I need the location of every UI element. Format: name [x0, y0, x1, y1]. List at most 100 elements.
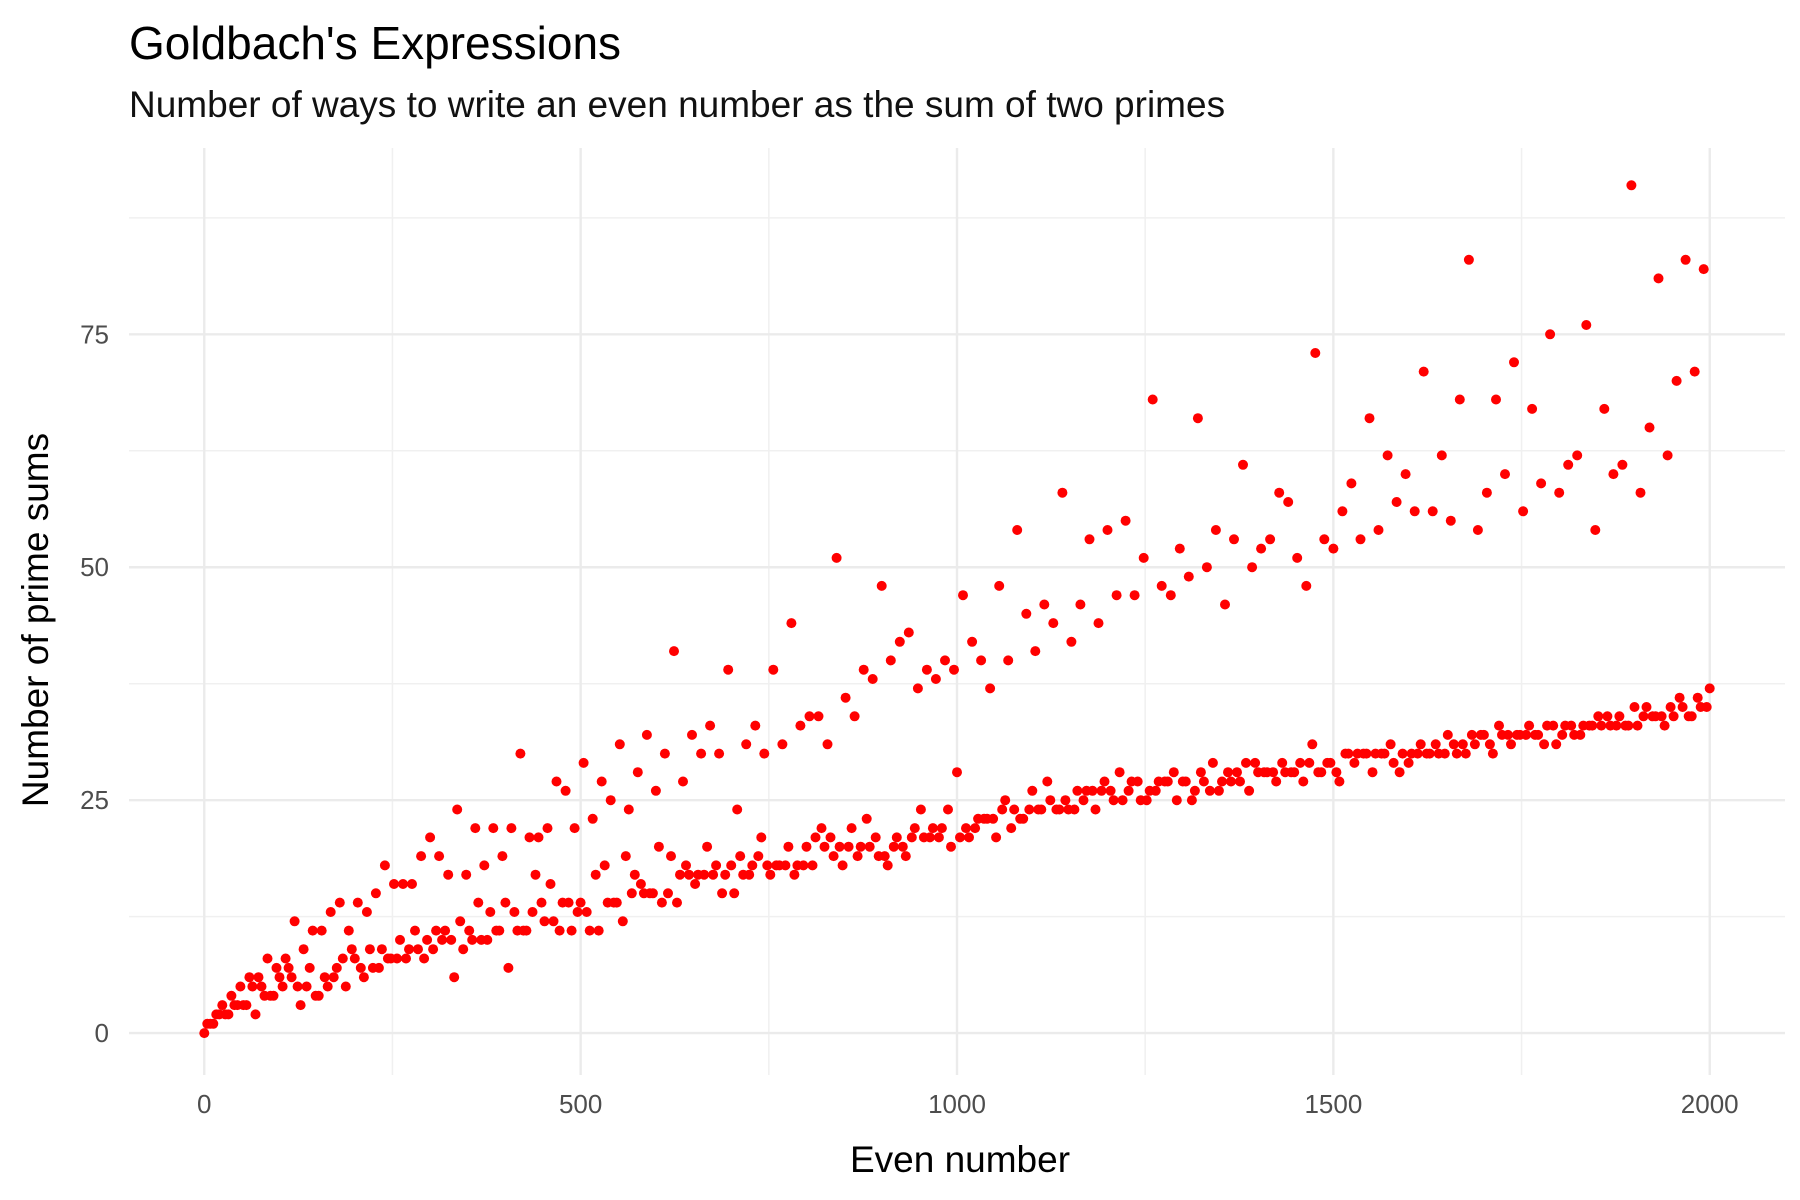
data-point — [840, 692, 851, 703]
data-point — [1349, 757, 1360, 768]
data-point — [425, 832, 436, 843]
data-point — [762, 860, 773, 871]
data-point — [458, 944, 469, 955]
data-point — [286, 972, 297, 983]
data-point — [726, 860, 737, 871]
data-point — [656, 897, 667, 908]
data-point — [632, 767, 643, 778]
data-point — [852, 851, 863, 862]
data-point — [1451, 748, 1462, 759]
data-point — [825, 832, 836, 843]
data-point — [410, 925, 420, 936]
data-point — [349, 953, 360, 964]
data-point — [1373, 525, 1384, 535]
data-point — [921, 664, 932, 675]
data-point — [494, 925, 505, 936]
data-point — [1484, 739, 1495, 750]
data-point — [488, 823, 499, 834]
data-point — [927, 823, 938, 834]
data-point — [1487, 748, 1498, 759]
data-point — [783, 841, 794, 852]
data-point — [455, 916, 466, 927]
data-point — [389, 879, 399, 889]
data-point — [1012, 525, 1023, 535]
data-point — [1093, 618, 1104, 629]
data-point — [1608, 469, 1619, 480]
data-point — [515, 748, 526, 759]
data-point — [473, 897, 484, 908]
data-point — [1316, 767, 1327, 778]
data-point — [611, 897, 622, 908]
data-point — [663, 888, 673, 899]
data-point — [1521, 729, 1532, 740]
data-point — [696, 748, 707, 759]
data-point — [1557, 729, 1568, 740]
data-point — [578, 757, 589, 768]
data-point — [1472, 525, 1483, 535]
data-point — [283, 962, 294, 973]
data-point — [888, 841, 899, 852]
data-point — [277, 981, 288, 992]
data-point — [1213, 785, 1224, 796]
data-point — [1331, 767, 1342, 778]
data-point — [1397, 748, 1408, 759]
data-point — [1156, 580, 1167, 591]
data-point — [376, 944, 387, 955]
data-point — [1009, 804, 1020, 815]
x-tick-label: 2000 — [1681, 1089, 1739, 1119]
data-point — [470, 823, 481, 834]
data-point — [395, 934, 405, 945]
data-point — [1295, 757, 1306, 768]
data-point — [392, 953, 402, 964]
data-point — [843, 841, 854, 852]
data-point — [924, 832, 935, 843]
data-point — [1256, 543, 1267, 554]
data-point — [1343, 748, 1354, 759]
data-point — [479, 860, 490, 871]
data-point — [717, 888, 728, 899]
data-point — [961, 823, 971, 834]
data-point — [635, 879, 646, 889]
data-point — [1611, 720, 1622, 731]
data-point — [1186, 795, 1197, 806]
data-point — [1539, 739, 1550, 750]
data-point — [1000, 795, 1011, 806]
data-point — [1171, 795, 1182, 806]
data-point — [723, 664, 734, 675]
data-point — [1003, 655, 1014, 666]
data-point — [1132, 776, 1143, 787]
data-point — [1298, 776, 1309, 787]
data-point — [681, 860, 691, 871]
data-point — [419, 953, 430, 964]
data-point — [641, 729, 652, 740]
data-point — [1204, 785, 1215, 796]
data-point — [1277, 757, 1288, 768]
data-point — [569, 823, 580, 834]
data-point — [443, 869, 454, 880]
data-point — [988, 813, 999, 824]
data-point — [756, 832, 767, 843]
data-point — [548, 916, 559, 927]
data-point — [1617, 459, 1628, 470]
data-point — [1478, 729, 1489, 740]
data-point — [1087, 785, 1098, 796]
data-point — [1310, 348, 1321, 358]
x-axis-title: Even number — [850, 1139, 1070, 1180]
data-point — [566, 925, 577, 936]
data-point — [1138, 552, 1149, 563]
data-point — [370, 888, 381, 899]
data-point — [1072, 785, 1083, 796]
data-point — [497, 851, 508, 862]
data-point — [1039, 599, 1050, 610]
data-point — [1274, 487, 1285, 498]
data-point — [407, 879, 417, 889]
data-point — [940, 655, 950, 666]
data-point — [1518, 506, 1529, 517]
data-point — [560, 785, 571, 796]
data-point — [1229, 534, 1239, 545]
data-point — [970, 823, 981, 834]
data-point — [416, 851, 427, 862]
data-point — [346, 944, 357, 955]
data-point — [1400, 469, 1411, 480]
